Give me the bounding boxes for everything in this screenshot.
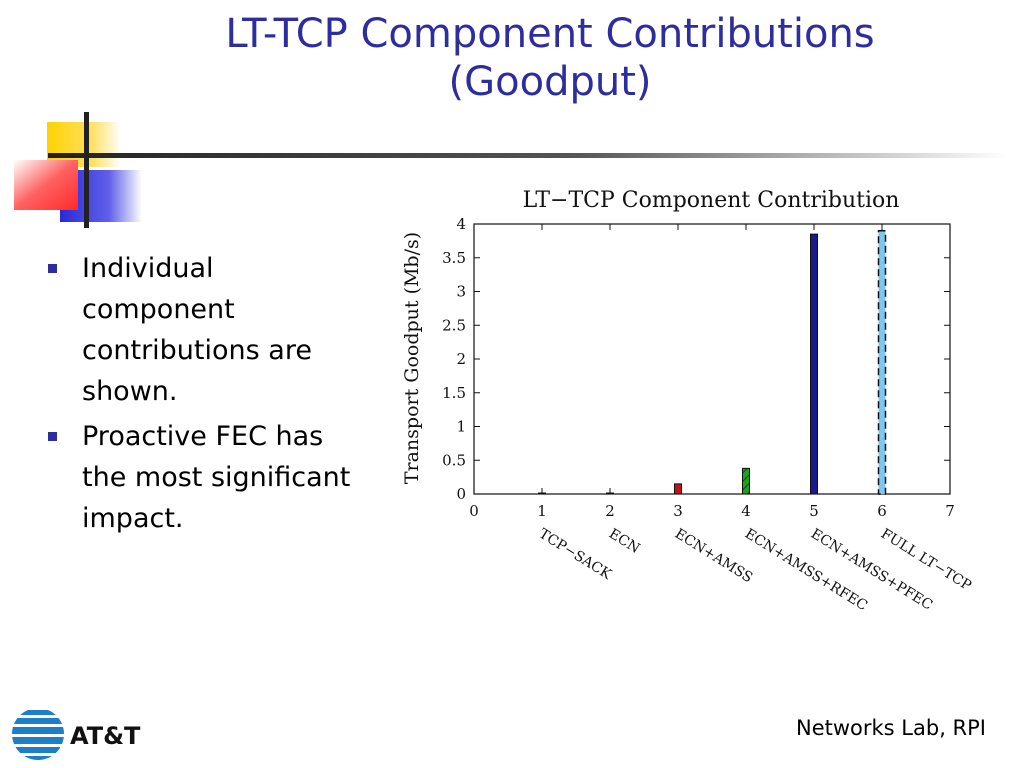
bar [877, 230, 887, 495]
footer-text: Networks Lab, RPI [796, 716, 986, 740]
x-tick-label: 5 [809, 502, 819, 520]
goodput-bar-chart: LT−TCP Component Contribution Transport … [401, 188, 974, 614]
att-logo: AT&T [12, 708, 141, 760]
bullet-item: Proactive FEC has the most significant i… [44, 416, 374, 539]
chart-title: LT−TCP Component Contribution [523, 188, 900, 213]
x-tick-label: 2 [605, 502, 615, 520]
bar [538, 492, 546, 495]
red-square [14, 160, 78, 210]
category-label: ECN+AMSS [672, 526, 755, 586]
bar [742, 467, 750, 495]
bar [810, 233, 818, 495]
globe-icon [12, 708, 64, 760]
y-axis-label: Transport Goodput (Mb/s) [401, 232, 423, 484]
y-tick-label: 1.5 [442, 384, 466, 402]
x-tick-label: 0 [469, 502, 479, 520]
y-tick-label: 3 [456, 283, 466, 301]
bullet-square-icon [48, 264, 57, 273]
y-tick-label: 0.5 [442, 451, 466, 469]
vertical-rule [84, 112, 89, 228]
y-tick-labels: 0 0.5 1 1.5 2 2.5 3 3.5 4 [442, 215, 466, 503]
y-tick-label: 2 [456, 350, 466, 368]
svg-text:AT&T: AT&T [70, 722, 141, 750]
x-tick-label: 4 [741, 502, 751, 520]
y-tick-label: 1 [456, 418, 466, 436]
x-tick-label: 6 [877, 502, 887, 520]
bullet-item: Individual component contributions are s… [44, 248, 374, 412]
chart-axes [473, 223, 951, 495]
horizontal-rule [48, 153, 1008, 158]
bullet-text: Proactive FEC has the most significant i… [82, 421, 351, 534]
bullet-list: Individual component contributions are s… [44, 248, 374, 543]
bar [674, 483, 682, 495]
title-line-2: (Goodput) [448, 59, 652, 105]
x-tick-labels: 0 1 2 3 4 5 6 7 [469, 502, 955, 520]
slide-title: LT-TCP Component Contributions (Goodput) [190, 10, 910, 106]
bar [606, 492, 614, 495]
x-tick-label: 3 [673, 502, 683, 520]
category-label: ECN+AMSS+RFEC [742, 526, 870, 614]
category-label: TCP−SACK [536, 526, 615, 583]
title-decoration [14, 112, 1008, 228]
bullet-text: Individual component contributions are s… [82, 253, 312, 407]
x-tick-label: 7 [945, 502, 955, 520]
category-label: ECN [606, 526, 643, 557]
x-tick-label: 1 [537, 502, 547, 520]
chart-bars [538, 230, 887, 495]
bullet-square-icon [48, 432, 57, 441]
category-label: ECN+AMSS+PFEC [808, 526, 935, 614]
title-line-1: LT-TCP Component Contributions [225, 11, 875, 57]
y-tick-label: 0 [456, 485, 466, 503]
y-tick-label: 2.5 [442, 316, 466, 334]
y-tick-label: 4 [456, 215, 466, 233]
y-tick-label: 3.5 [442, 249, 466, 267]
